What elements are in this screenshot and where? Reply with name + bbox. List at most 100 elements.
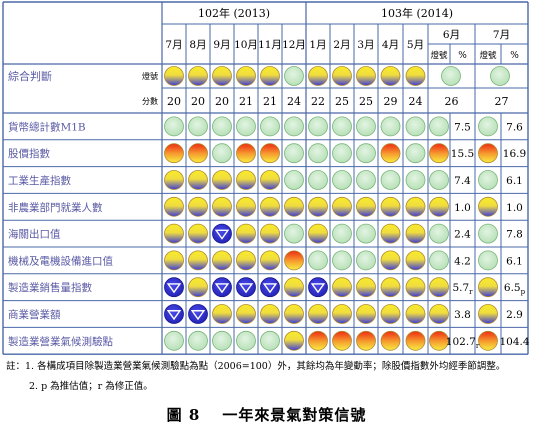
green-light xyxy=(260,330,280,351)
month-header: 8月 xyxy=(189,39,206,51)
yellow-blue-light xyxy=(380,66,401,86)
july-value-flag: p xyxy=(521,288,526,296)
june-value: 7.5 xyxy=(454,121,471,133)
yellow-blue-light xyxy=(188,66,208,86)
yellow-blue-light xyxy=(212,196,232,217)
green-light xyxy=(332,250,352,271)
green-light xyxy=(212,116,232,137)
june-value: 3.8 xyxy=(454,309,471,321)
yellow-blue-light xyxy=(332,196,352,217)
green-light xyxy=(478,116,498,137)
june-value: 2.4 xyxy=(454,229,471,241)
yellow-blue-light xyxy=(188,250,208,271)
figure-caption: 圖 8 一年來景氣對策信號 xyxy=(0,404,533,425)
green-light xyxy=(405,143,426,164)
yellow-blue-light xyxy=(308,196,328,217)
yellow-blue-light xyxy=(284,330,304,351)
month-header: 3月 xyxy=(357,39,374,51)
green-light xyxy=(236,330,256,351)
yellow-blue-light xyxy=(308,66,328,86)
green-light xyxy=(332,170,352,190)
yellow-blue-light xyxy=(260,223,280,244)
yellow-blue-light xyxy=(260,196,280,217)
yellow-blue-light xyxy=(380,250,401,271)
yellow-blue-light xyxy=(212,66,232,86)
yellow-blue-light xyxy=(332,304,352,324)
yellow-blue-light xyxy=(429,196,449,217)
green-light xyxy=(308,116,328,137)
down-triangle-icon xyxy=(262,283,278,294)
yellow-red-light xyxy=(164,143,184,164)
june-value: 5.7r xyxy=(452,282,473,296)
composite-score: 24 xyxy=(287,95,301,108)
indicator-label: 海關出口值 xyxy=(8,228,61,241)
yellow-blue-light xyxy=(236,304,256,324)
composite-score: 27 xyxy=(495,95,509,108)
june-value: 4.2 xyxy=(454,255,471,267)
yellow-red-light xyxy=(405,330,426,351)
down-triangle-icon xyxy=(214,283,230,294)
green-light xyxy=(356,143,376,164)
green-light xyxy=(260,116,280,137)
figure-number: 圖 8 xyxy=(166,406,201,424)
green-light xyxy=(380,170,401,190)
yellow-blue-light xyxy=(164,223,184,244)
yellow-blue-light xyxy=(405,66,426,86)
indicator-label: 製造業銷售量指數 xyxy=(8,281,92,294)
july-value: 7.6 xyxy=(506,121,523,133)
yellow-red-light xyxy=(356,330,376,351)
yellow-red-light xyxy=(478,143,498,164)
yellow-blue-light xyxy=(260,170,280,190)
percent-subheader: % xyxy=(458,51,467,61)
yellow-blue-light xyxy=(164,66,184,86)
yellow-red-light xyxy=(188,143,208,164)
yellow-blue-light xyxy=(212,304,232,324)
green-light xyxy=(284,143,304,164)
indicator-label: 工業生產指數 xyxy=(8,174,71,187)
yellow-red-light xyxy=(284,250,304,271)
month-header: 12月 xyxy=(282,39,306,51)
year-2014-header: 103年 (2014) xyxy=(381,6,453,20)
yellow-blue-light xyxy=(188,277,208,298)
blue-light xyxy=(164,277,184,298)
green-light xyxy=(212,330,232,351)
july-value: 1.0 xyxy=(506,202,523,214)
yellow-red-light xyxy=(308,330,328,351)
composite-score: 25 xyxy=(335,95,349,108)
yellow-blue-light xyxy=(236,66,256,86)
yellow-blue-light xyxy=(236,223,256,244)
yellow-blue-light xyxy=(236,250,256,271)
june-value: 7.4 xyxy=(454,175,471,187)
green-light xyxy=(429,116,449,137)
yellow-red-light xyxy=(429,143,449,164)
blue-light xyxy=(212,277,232,298)
yellow-blue-light xyxy=(356,277,376,298)
yellow-blue-light xyxy=(260,304,280,324)
green-light xyxy=(212,143,232,164)
indicator-label: 機械及電機設備進口值 xyxy=(8,254,113,267)
yellow-blue-light xyxy=(405,223,426,244)
yellow-blue-light xyxy=(236,196,256,217)
yellow-red-light xyxy=(429,330,449,351)
yellow-blue-light xyxy=(188,223,208,244)
yellow-red-light xyxy=(236,143,256,164)
composite-score: 20 xyxy=(191,95,205,108)
indicator-label: 製造業營業氣候測驗點 xyxy=(8,335,113,348)
blue-light xyxy=(212,223,232,244)
june-value-flag: r xyxy=(469,288,473,296)
table-cells: 102年 (2013) 103年 (2014) 7月 8月 9月 10月 11月 12月 1月 2… xyxy=(8,6,530,351)
yellow-red-light xyxy=(478,330,498,351)
yellow-blue-light xyxy=(236,170,256,190)
green-light xyxy=(490,66,510,86)
down-triangle-icon xyxy=(214,229,230,240)
july-value: 6.1 xyxy=(506,255,523,267)
july-value: 2.9 xyxy=(506,309,523,321)
indicator-label: 非農業部門就業人數 xyxy=(8,201,103,214)
yellow-blue-light xyxy=(332,277,352,298)
month-header: 7月 xyxy=(165,39,182,51)
down-triangle-icon xyxy=(166,283,182,294)
composite-score: 25 xyxy=(359,95,373,108)
yellow-blue-light xyxy=(356,196,376,217)
yellow-blue-light xyxy=(380,223,401,244)
green-light xyxy=(164,330,184,351)
